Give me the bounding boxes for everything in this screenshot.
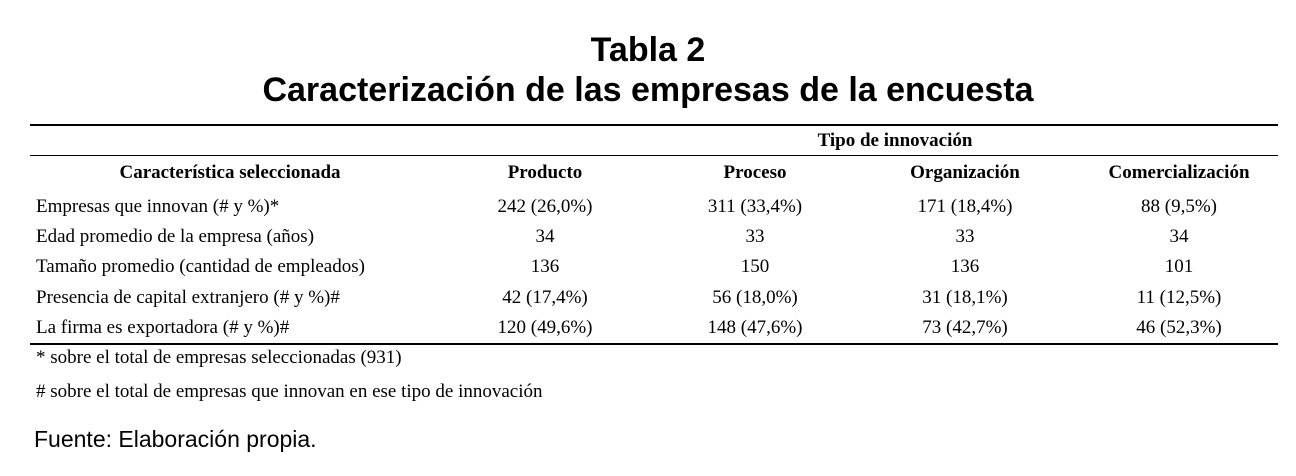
cell-organizacion: 136 <box>950 256 980 277</box>
table-header-row: Característica seleccionada Producto Pro… <box>30 158 1278 188</box>
cell-comercializacion: 11 (12,5%) <box>1136 287 1222 308</box>
column-header-comercializacion: Comercialización <box>1108 162 1250 183</box>
cell-producto: 34 <box>535 226 555 247</box>
table-top-rule <box>30 124 1278 126</box>
source-note: Fuente: Elaboración propia. <box>34 426 317 452</box>
cell-organizacion: 73 (42,7%) <box>922 317 1008 338</box>
table-row: Empresas que innovan (# y %)* 242 (26,0%… <box>30 192 1278 222</box>
table-subtitle: Caracterización de las empresas de la en… <box>262 71 1034 109</box>
cell-proceso: 33 <box>745 226 765 247</box>
group-header-innovation-type: Tipo de innovación <box>817 130 973 151</box>
row-label: Tamaño promedio (cantidad de empleados) <box>36 256 365 277</box>
cell-comercializacion: 88 (9,5%) <box>1141 196 1217 217</box>
cell-comercializacion: 46 (52,3%) <box>1136 317 1222 338</box>
cell-organizacion: 31 (18,1%) <box>922 287 1008 308</box>
row-label: Edad promedio de la empresa (años) <box>36 226 315 247</box>
table-title: Tabla 2 <box>590 31 706 69</box>
cell-producto: 42 (17,4%) <box>502 287 588 308</box>
cell-proceso: 311 (33,4%) <box>707 196 803 217</box>
table-row: Presencia de capital extranjero (# y %)#… <box>30 283 1278 313</box>
column-header-characteristic: Característica seleccionada <box>119 162 341 183</box>
footnote-hash: # sobre el total de empresas que innovan… <box>36 381 543 402</box>
table-group-rule <box>30 155 1278 156</box>
cell-organizacion: 171 (18,4%) <box>917 196 1013 217</box>
cell-producto: 242 (26,0%) <box>497 196 593 217</box>
cell-producto: 136 <box>530 256 560 277</box>
footnote-asterisk: * sobre el total de empresas seleccionad… <box>36 347 402 368</box>
cell-proceso: 150 <box>740 256 770 277</box>
cell-proceso: 148 (47,6%) <box>707 317 803 338</box>
column-header-organizacion: Organización <box>910 162 1020 183</box>
column-header-producto: Producto <box>507 162 583 183</box>
cell-proceso: 56 (18,0%) <box>712 287 798 308</box>
cell-producto: 120 (49,6%) <box>497 317 593 338</box>
table-row: Edad promedio de la empresa (años) 34 33… <box>30 222 1278 252</box>
table-bottom-rule <box>30 343 1278 345</box>
table-row: Tamaño promedio (cantidad de empleados) … <box>30 252 1278 282</box>
row-label: Empresas que innovan (# y %)* <box>36 196 280 217</box>
column-header-proceso: Proceso <box>723 162 787 183</box>
cell-organizacion: 33 <box>955 226 975 247</box>
table-row: La firma es exportadora (# y %)# 120 (49… <box>30 313 1278 343</box>
row-label: La firma es exportadora (# y %)# <box>36 317 290 338</box>
row-label: Presencia de capital extranjero (# y %)# <box>36 287 340 308</box>
cell-comercializacion: 101 <box>1164 256 1194 277</box>
cell-comercializacion: 34 <box>1169 226 1189 247</box>
